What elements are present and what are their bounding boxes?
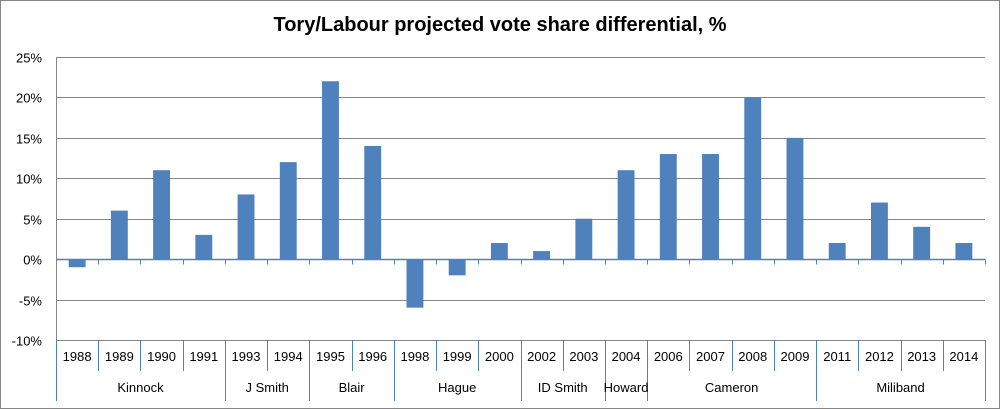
- bar-2002: [533, 251, 551, 260]
- x-tick-label: 1993: [232, 349, 261, 364]
- y-axis: -10% -5% 0% 5% 10% 15% 20% 25%: [12, 51, 57, 349]
- bar-1996: [364, 145, 382, 260]
- x-tick-label: 1998: [400, 349, 429, 364]
- chart-title: Tory/Labour projected vote share differe…: [273, 14, 727, 36]
- bar-1990: [153, 170, 171, 260]
- x-tick-label: 2012: [865, 349, 894, 364]
- x-tick-label: 1994: [274, 349, 303, 364]
- y-tick-label: -10%: [12, 334, 43, 349]
- bar-2011: [828, 242, 846, 260]
- y-tick-label: 15%: [16, 132, 42, 147]
- bar-1989: [110, 210, 128, 260]
- x-tick-label: 2000: [485, 349, 514, 364]
- group-label: ID Smith: [538, 380, 588, 395]
- x-tick-label: 2008: [738, 349, 767, 364]
- x-tick-label: 2004: [612, 349, 641, 364]
- group-label: Cameron: [705, 380, 758, 395]
- x-tick-label: 2011: [823, 349, 851, 364]
- group-label: Kinnock: [117, 380, 164, 395]
- y-tick-label: 10%: [16, 172, 42, 187]
- y-tick-label: -5%: [19, 294, 43, 309]
- x-tick-label: 1990: [147, 349, 176, 364]
- bar-2009: [786, 137, 804, 260]
- bar-2014: [955, 242, 973, 260]
- x-tick-label: 2013: [907, 349, 936, 364]
- y-tick-label: 25%: [16, 51, 42, 66]
- bar-2004: [617, 170, 635, 260]
- group-label: J Smith: [245, 380, 288, 395]
- y-tick-label: 0%: [23, 253, 42, 268]
- bar-2007: [702, 154, 719, 260]
- bar-2006: [659, 154, 677, 260]
- x-tick-label: 1996: [358, 349, 387, 364]
- x-tick-label: 1991: [189, 349, 218, 364]
- bar-1998: [406, 259, 424, 308]
- bar-1991: [195, 234, 213, 260]
- x-tick-label: 1999: [443, 349, 472, 364]
- bar-2012: [870, 202, 888, 260]
- bar-1993: [237, 194, 255, 260]
- bars: [68, 81, 973, 308]
- y-tick-label: 5%: [23, 213, 42, 228]
- bar-2000: [490, 242, 508, 260]
- bar-1988: [68, 259, 86, 268]
- x-axis: 1988 1989 1990 1991 1993 1994 1995 1996 1998 1999…: [56, 258, 986, 401]
- group-label: Blair: [339, 380, 366, 395]
- x-tick-label: 1988: [63, 349, 92, 364]
- group-label: Miliband: [876, 380, 924, 395]
- x-tick-label: 2006: [654, 349, 683, 364]
- x-tick-label: 2007: [696, 349, 725, 364]
- x-tick-label: 2003: [569, 349, 598, 364]
- bar-2008: [744, 97, 762, 260]
- gridlines: [56, 57, 985, 341]
- bar-1994: [279, 162, 297, 260]
- x-tick-label: 1995: [316, 349, 345, 364]
- bar-2003: [575, 218, 593, 260]
- x-tick-label: 2002: [527, 349, 556, 364]
- x-tick-label: 1989: [105, 349, 134, 364]
- x-tick-label: 2014: [949, 349, 978, 364]
- x-tick-label: 2009: [781, 349, 810, 364]
- group-label: Howard: [604, 380, 649, 395]
- bar-2013: [913, 226, 931, 260]
- bar-1999: [448, 259, 466, 276]
- bar-1995: [322, 81, 339, 260]
- group-label: Hague: [438, 380, 476, 395]
- y-tick-label: 20%: [16, 91, 42, 106]
